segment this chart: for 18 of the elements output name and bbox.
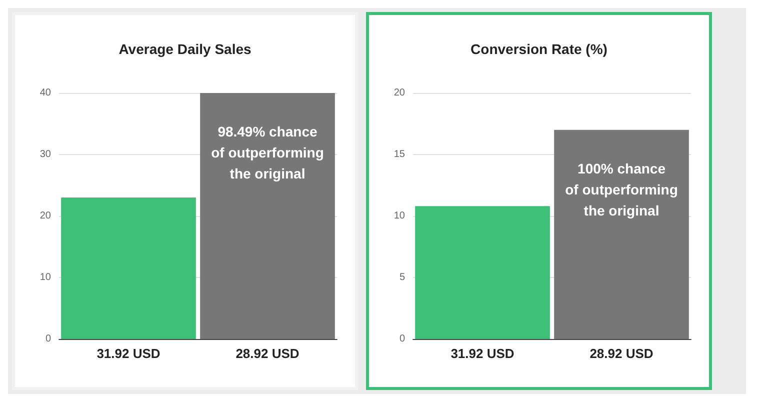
y-tick-label: 10 [40, 272, 52, 283]
x-tick-label: 31.92 USD [450, 346, 514, 361]
y-tick-label: 5 [399, 272, 406, 283]
x-tick-label: 28.92 USD [590, 346, 654, 361]
x-tick-label: 31.92 USD [96, 346, 160, 361]
y-tick-label: 20 [40, 210, 52, 222]
chart-title: Conversion Rate (%) [470, 41, 608, 57]
y-tick-label: 40 [40, 88, 52, 98]
y-tick-label: 15 [394, 149, 406, 160]
chart-title: Average Daily Sales [118, 41, 252, 57]
y-tick-label: 10 [394, 210, 406, 222]
y-tick-label: 0 [399, 334, 406, 344]
y-tick-label: 30 [40, 149, 52, 160]
y-tick-label: 0 [45, 334, 52, 344]
y-tick-label: 20 [394, 88, 406, 98]
annotation: 98.49% chance of outperforming the original [211, 124, 324, 182]
annotation: 100% chance of outperforming the original [565, 160, 678, 218]
x-tick-label: 28.92 USD [236, 346, 300, 361]
